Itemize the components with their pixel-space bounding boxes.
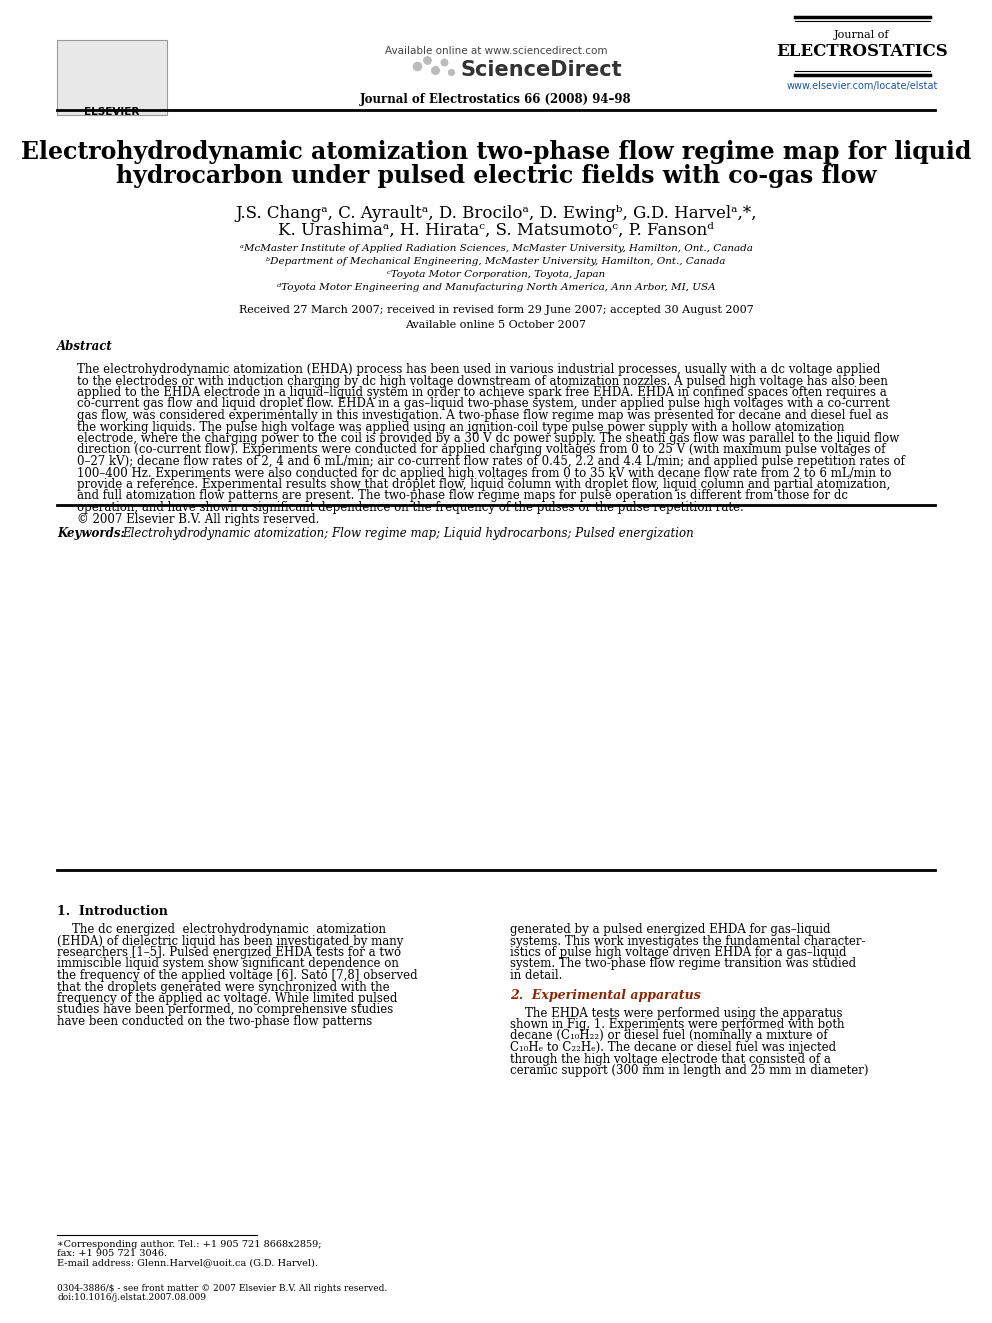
Text: provide a reference. Experimental results show that droplet flow, liquid column : provide a reference. Experimental result… [77, 478, 890, 491]
Text: Electrohydrodynamic atomization; Flow regime map; Liquid hydrocarbons; Pulsed en: Electrohydrodynamic atomization; Flow re… [122, 527, 693, 540]
Text: ᶜToyota Motor Corporation, Toyota, Japan: ᶜToyota Motor Corporation, Toyota, Japan [387, 270, 605, 279]
Text: ᵈToyota Motor Engineering and Manufacturing North America, Ann Arbor, MI, USA: ᵈToyota Motor Engineering and Manufactur… [277, 283, 715, 292]
Text: hydrocarbon under pulsed electric fields with co-gas flow: hydrocarbon under pulsed electric fields… [116, 164, 876, 188]
Text: gas flow, was considered experimentally in this investigation. A two-phase flow : gas flow, was considered experimentally … [77, 409, 889, 422]
Text: Available online 5 October 2007: Available online 5 October 2007 [406, 320, 586, 329]
Bar [57, 40, 167, 115]
Text: to the electrodes or with induction charging by dc high voltage downstream of at: to the electrodes or with induction char… [77, 374, 888, 388]
Text: studies have been performed, no comprehensive studies: studies have been performed, no comprehe… [57, 1004, 393, 1016]
Point [443, 61, 459, 82]
Text: applied to the EHDA electrode in a liquid–liquid system in order to achieve spar: applied to the EHDA electrode in a liqui… [77, 386, 887, 400]
Text: researchers [1–5]. Pulsed energized EHDA tests for a two: researchers [1–5]. Pulsed energized EHDA… [57, 946, 401, 959]
Text: ELECTROSTATICS: ELECTROSTATICS [776, 44, 948, 60]
Text: Abstract: Abstract [57, 340, 113, 353]
Text: ∗Corresponding author. Tel.: +1 905 721 8668x2859;: ∗Corresponding author. Tel.: +1 905 721 … [57, 1240, 321, 1249]
Text: The electrohydrodynamic atomization (EHDA) process has been used in various indu: The electrohydrodynamic atomization (EHD… [77, 363, 880, 376]
Text: 0–27 kV); decane flow rates of 2, 4 and 6 mL/min; air co-current flow rates of 0: 0–27 kV); decane flow rates of 2, 4 and … [77, 455, 905, 468]
Text: K. Urashimaᵃ, H. Hirataᶜ, S. Matsumotoᶜ, P. Fansonᵈ: K. Urashimaᵃ, H. Hirataᶜ, S. Matsumotoᶜ,… [278, 222, 714, 239]
Text: 0304-3886/$ - see front matter © 2007 Elsevier B.V. All rights reserved.: 0304-3886/$ - see front matter © 2007 El… [57, 1285, 387, 1293]
Text: fax: +1 905 721 3046.: fax: +1 905 721 3046. [57, 1249, 167, 1258]
Text: co-current gas flow and liquid droplet flow. EHDA in a gas–liquid two-phase syst: co-current gas flow and liquid droplet f… [77, 397, 890, 410]
Text: E-mail address: Glenn.Harvel@uoit.ca (G.D. Harvel).: E-mail address: Glenn.Harvel@uoit.ca (G.… [57, 1258, 318, 1267]
Text: Electrohydrodynamic atomization two-phase flow regime map for liquid: Electrohydrodynamic atomization two-phas… [21, 140, 971, 164]
Text: frequency of the applied ac voltage. While limited pulsed: frequency of the applied ac voltage. Whi… [57, 992, 398, 1005]
Text: Received 27 March 2007; received in revised form 29 June 2007; accepted 30 Augus: Received 27 March 2007; received in revi… [239, 306, 753, 315]
Text: The dc energized  electrohydrodynamic  atomization: The dc energized electrohydrodynamic ato… [57, 923, 386, 935]
Text: Journal of: Journal of [834, 30, 890, 40]
Text: immiscible liquid system show significant dependence on: immiscible liquid system show significan… [57, 958, 399, 971]
Text: istics of pulse high voltage driven EHDA for a gas–liquid: istics of pulse high voltage driven EHDA… [510, 946, 846, 959]
Text: in detail.: in detail. [510, 968, 562, 982]
Text: ceramic support (300 mm in length and 25 mm in diameter): ceramic support (300 mm in length and 25… [510, 1064, 869, 1077]
Text: Keywords:: Keywords: [57, 527, 125, 540]
Text: 100–400 Hz. Experiments were also conducted for dc applied high voltages from 0 : 100–400 Hz. Experiments were also conduc… [77, 467, 892, 479]
Text: ScienceDirect: ScienceDirect [460, 60, 622, 79]
Point [409, 56, 425, 77]
Text: the working liquids. The pulse high voltage was applied using an ignition-coil t: the working liquids. The pulse high volt… [77, 421, 844, 434]
Text: shown in Fig. 1. Experiments were performed with both: shown in Fig. 1. Experiments were perfor… [510, 1017, 844, 1031]
Text: have been conducted on the two-phase flow patterns: have been conducted on the two-phase flo… [57, 1015, 372, 1028]
Text: doi:10.1016/j.elstat.2007.08.009: doi:10.1016/j.elstat.2007.08.009 [57, 1293, 206, 1302]
Text: the frequency of the applied voltage [6]. Sato [7,8] observed: the frequency of the applied voltage [6]… [57, 968, 418, 982]
Text: C₁₀Hₑ to C₂₂Hₑ). The decane or diesel fuel was injected: C₁₀Hₑ to C₂₂Hₑ). The decane or diesel fu… [510, 1041, 836, 1054]
Text: electrode, where the charging power to the coil is provided by a 30 V dc power s: electrode, where the charging power to t… [77, 433, 900, 445]
Text: operation, and have shown a significant dependence on the frequency of the pulse: operation, and have shown a significant … [77, 501, 744, 515]
Text: Available online at www.sciencedirect.com: Available online at www.sciencedirect.co… [385, 46, 607, 56]
Text: The EHDA tests were performed using the apparatus: The EHDA tests were performed using the … [510, 1007, 842, 1020]
Text: www.elsevier.com/locate/elstat: www.elsevier.com/locate/elstat [787, 81, 937, 91]
Point [419, 49, 434, 70]
Text: © 2007 Elsevier B.V. All rights reserved.: © 2007 Elsevier B.V. All rights reserved… [77, 512, 319, 525]
Text: 2.  Experimental apparatus: 2. Experimental apparatus [510, 988, 700, 1002]
Text: direction (co-current flow). Experiments were conducted for applied charging vol: direction (co-current flow). Experiments… [77, 443, 886, 456]
Point [428, 60, 443, 81]
Text: ᵃMcMaster Institute of Applied Radiation Sciences, McMaster University, Hamilton: ᵃMcMaster Institute of Applied Radiation… [239, 243, 753, 253]
Text: that the droplets generated were synchronized with the: that the droplets generated were synchro… [57, 980, 390, 994]
Text: generated by a pulsed energized EHDA for gas–liquid: generated by a pulsed energized EHDA for… [510, 923, 830, 935]
Text: systems. This work investigates the fundamental character-: systems. This work investigates the fund… [510, 934, 865, 947]
Text: ELSEVIER: ELSEVIER [84, 107, 140, 116]
Text: ᵇDepartment of Mechanical Engineering, McMaster University, Hamilton, Ont., Cana: ᵇDepartment of Mechanical Engineering, M… [266, 257, 726, 266]
Text: Journal of Electrostatics 66 (2008) 94–98: Journal of Electrostatics 66 (2008) 94–9… [360, 93, 632, 106]
Text: and full atomization flow patterns are present. The two-phase flow regime maps f: and full atomization flow patterns are p… [77, 490, 848, 503]
Text: 1.  Introduction: 1. Introduction [57, 905, 168, 918]
Text: system. The two-phase flow regime transition was studied: system. The two-phase flow regime transi… [510, 958, 856, 971]
Text: decane (C₁₀H₂₂) or diesel fuel (nominally a mixture of: decane (C₁₀H₂₂) or diesel fuel (nominall… [510, 1029, 827, 1043]
Text: through the high voltage electrode that consisted of a: through the high voltage electrode that … [510, 1053, 831, 1065]
Text: (EHDA) of dielectric liquid has been investigated by many: (EHDA) of dielectric liquid has been inv… [57, 934, 404, 947]
Point [436, 52, 452, 73]
Text: J.S. Changᵃ, C. Ayraultᵃ, D. Brociloᵃ, D. Ewingᵇ, G.D. Harvelᵃ,*,: J.S. Changᵃ, C. Ayraultᵃ, D. Brociloᵃ, D… [235, 205, 757, 222]
